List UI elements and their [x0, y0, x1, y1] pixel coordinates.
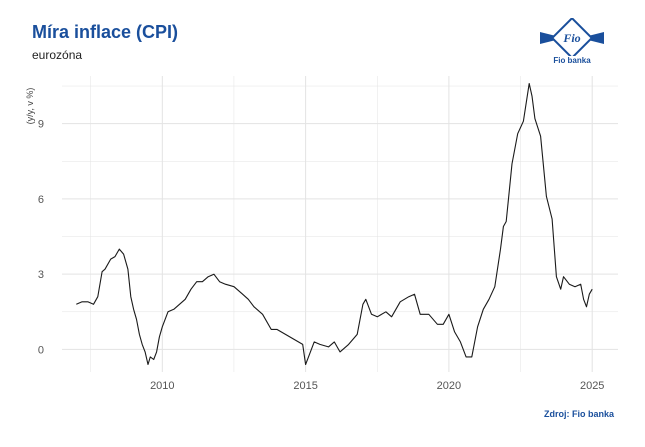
x-tick-label: 2020	[437, 380, 461, 392]
y-tick-label: 6	[38, 194, 44, 206]
y-tick-label: 9	[38, 119, 44, 131]
series-group	[76, 82, 593, 366]
x-tick-label: 2010	[150, 380, 174, 392]
x-tick-label: 2025	[580, 380, 604, 392]
chart-subtitle: eurozóna	[32, 48, 83, 62]
axis-ticks: 2010 2015 2020 2025 0 3 6 9	[38, 119, 605, 392]
series-line-0	[76, 82, 593, 366]
fio-logo: Fio Fio banka	[536, 16, 608, 68]
fio-logo-icon: Fio	[540, 16, 604, 60]
page-title: Míra inflace (CPI)	[32, 22, 179, 42]
x-tick-label: 2015	[293, 380, 317, 392]
y-tick-label: 3	[38, 269, 44, 281]
gridlines	[62, 76, 618, 372]
logo-mark: Fio	[562, 31, 580, 45]
y-tick-label: 0	[38, 344, 44, 356]
source-label: Zdroj: Fio banka	[543, 409, 614, 419]
y-axis-label: (y/y, v %)	[25, 88, 35, 125]
logo-caption: Fio banka	[553, 56, 591, 65]
